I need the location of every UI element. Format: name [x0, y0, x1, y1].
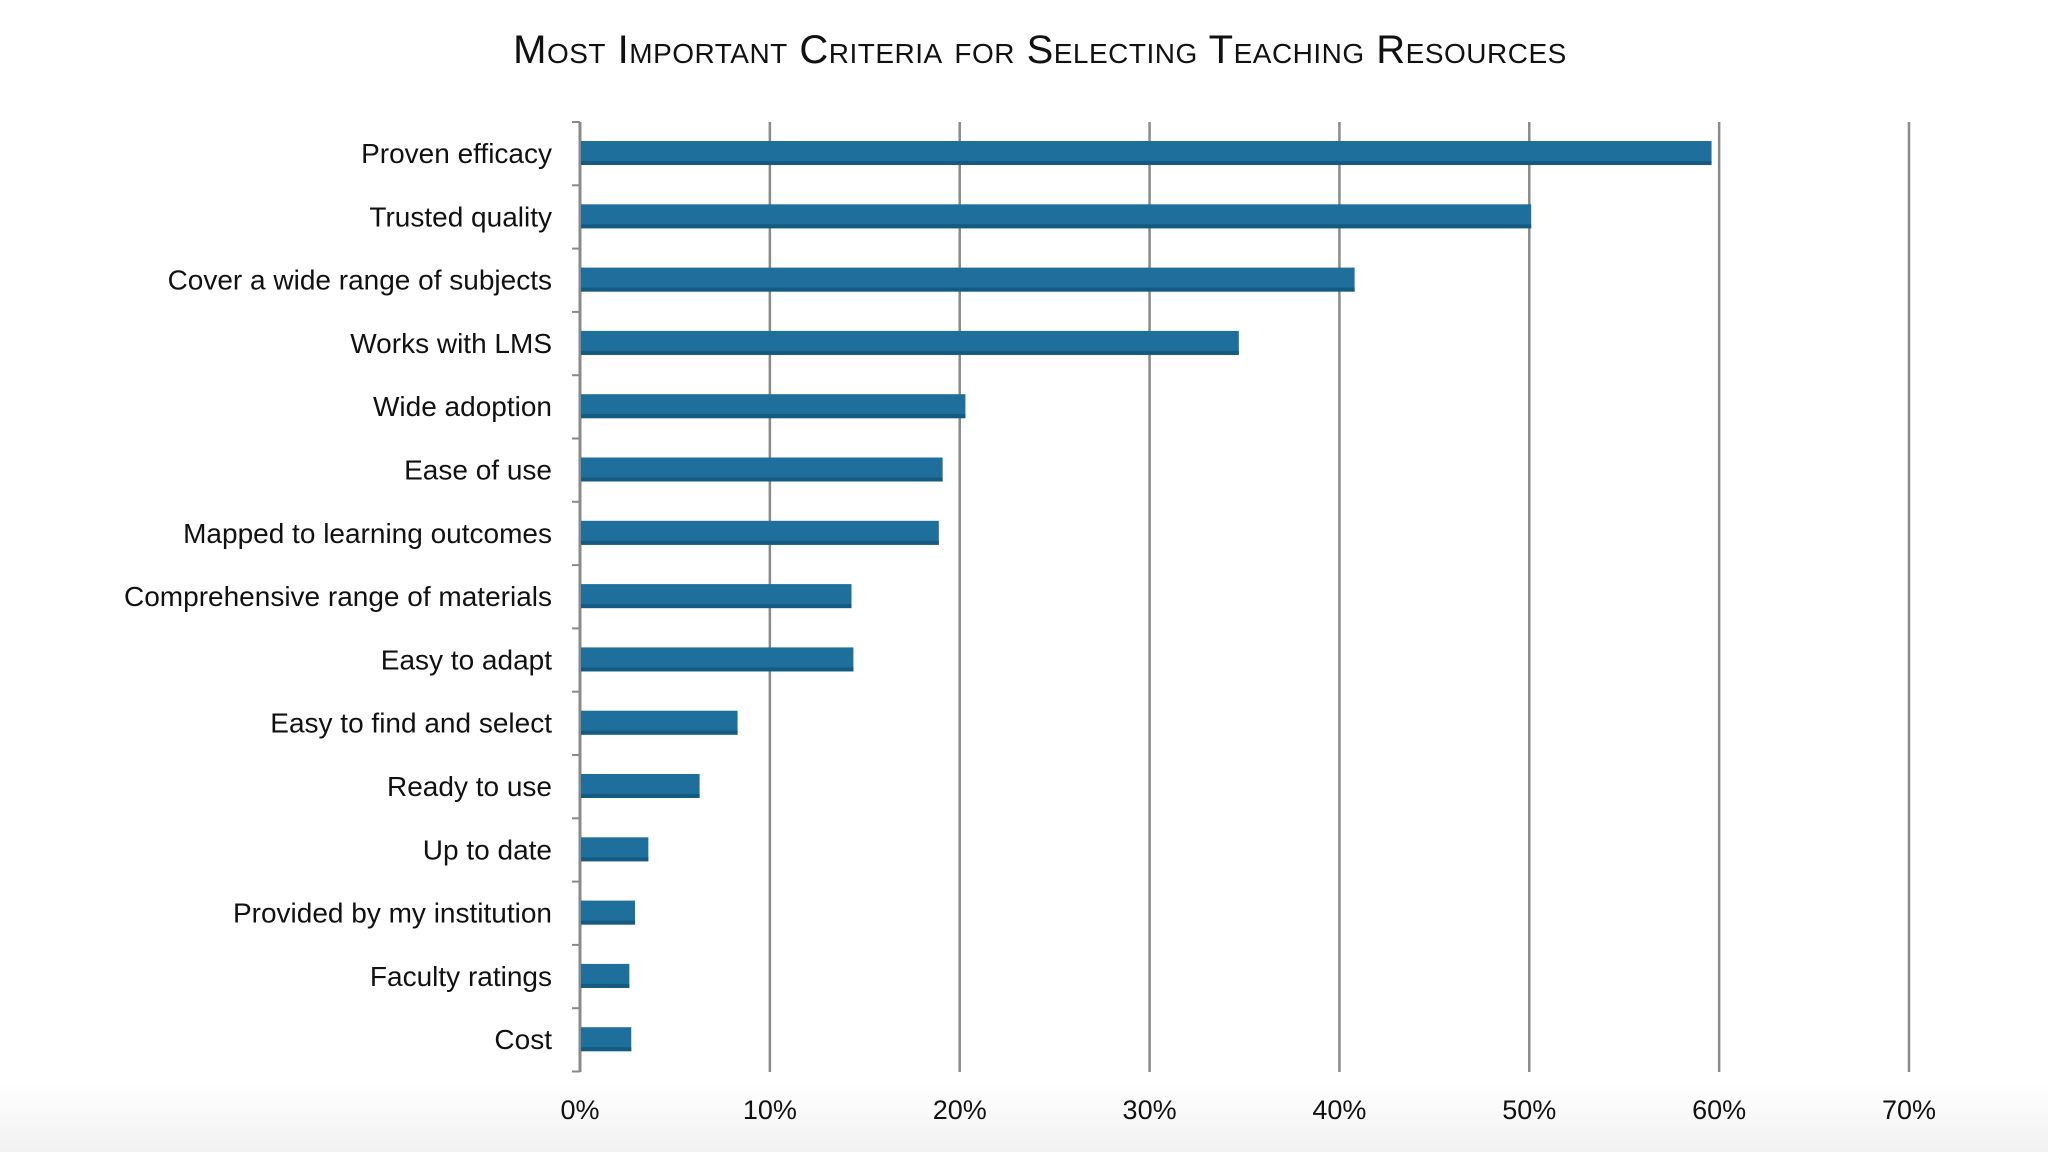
bar-shade — [581, 667, 854, 672]
category-label: Comprehensive range of materials — [124, 581, 552, 612]
x-tick-label: 0% — [560, 1095, 599, 1125]
chart-title: Most Important Criteria for Selecting Te… — [513, 28, 1567, 72]
bar-shade — [581, 794, 700, 798]
x-tick-label: 60% — [1692, 1095, 1746, 1125]
x-tick-labels: 0% 10% 20% 30% 40% 50% 60% 70% — [560, 1095, 1936, 1125]
bar-shade — [581, 604, 852, 609]
bars — [581, 141, 1712, 1052]
bar-shade — [581, 540, 939, 545]
category-label: Ease of use — [404, 455, 552, 486]
category-label: Wide adoption — [373, 391, 552, 422]
category-labels: Proven efficacy Trusted quality Cover a wi… — [124, 138, 552, 1055]
category-label: Faculty ratings — [370, 961, 552, 992]
x-tick-label: 50% — [1502, 1095, 1556, 1125]
x-tick-label: 30% — [1123, 1095, 1177, 1125]
bar-shade — [581, 350, 1239, 355]
category-label: Mapped to learning outcomes — [183, 518, 552, 549]
category-label: Proven efficacy — [361, 138, 552, 169]
bar-shade — [581, 983, 630, 988]
category-label: Provided by my institution — [233, 898, 552, 929]
bar-shade — [581, 224, 1532, 229]
category-label: Ready to use — [387, 771, 552, 802]
bar-shade — [581, 857, 649, 862]
x-tick-label: 10% — [743, 1095, 797, 1125]
bar-shade — [581, 287, 1355, 292]
category-label: Cost — [494, 1024, 552, 1055]
grid-lines — [768, 122, 1911, 1072]
bar-shade — [581, 1047, 632, 1052]
x-tick-label: 40% — [1312, 1095, 1366, 1125]
bar-shade — [581, 920, 636, 925]
bar-shade — [581, 414, 966, 419]
bar-shade — [581, 730, 738, 735]
bar-shade — [581, 161, 1712, 165]
x-tick-label: 20% — [933, 1095, 987, 1125]
category-label: Cover a wide range of subjects — [168, 265, 552, 296]
bar-shade — [581, 477, 943, 482]
category-label: Up to date — [423, 834, 552, 865]
category-label: Easy to find and select — [270, 708, 552, 739]
y-axis — [572, 121, 582, 1073]
category-label: Trusted quality — [369, 201, 552, 232]
category-label: Easy to adapt — [381, 644, 552, 675]
category-label: Works with LMS — [350, 328, 552, 359]
x-tick-label: 70% — [1882, 1095, 1936, 1125]
